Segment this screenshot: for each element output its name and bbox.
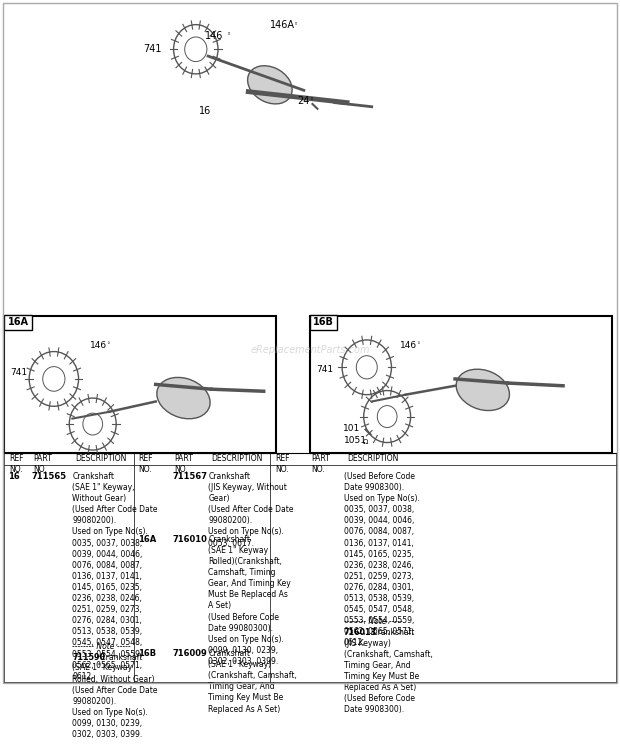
Text: 101: 101 xyxy=(343,424,361,433)
Text: Crankshaft: Crankshaft xyxy=(370,628,414,637)
Text: -------- Note -----: -------- Note ----- xyxy=(73,641,131,650)
Text: DESCRIPTION: DESCRIPTION xyxy=(347,454,399,464)
Text: eReplacementParts.com: eReplacementParts.com xyxy=(250,345,370,355)
Text: Crankshaft
(SAE 1" Keyway
Rolled)(Crankshaft,
Camshaft, Timing
Gear, And Timing : Crankshaft (SAE 1" Keyway Rolled)(Cranks… xyxy=(208,535,291,666)
Text: ◦: ◦ xyxy=(416,341,420,347)
Text: 146A: 146A xyxy=(270,20,294,31)
Text: 711567: 711567 xyxy=(173,472,208,481)
Text: ◦: ◦ xyxy=(106,341,110,347)
Bar xyxy=(310,316,613,453)
Text: Ω: Ω xyxy=(363,439,368,445)
Text: 741: 741 xyxy=(316,365,334,373)
Text: 716010: 716010 xyxy=(173,535,208,544)
Text: ◦: ◦ xyxy=(310,96,314,102)
Text: 711565: 711565 xyxy=(31,472,66,481)
Text: (JIS Keyway)
(Crankshaft, Camshaft,
Timing Gear, And
Timing Key Must Be
Replaced: (JIS Keyway) (Crankshaft, Camshaft, Timi… xyxy=(344,639,433,714)
Text: 146: 146 xyxy=(400,341,417,350)
Text: Crankshaft
(SAE 1" Keyway,
Without Gear)
(Used After Code Date
99080200).
Used o: Crankshaft (SAE 1" Keyway, Without Gear)… xyxy=(73,472,158,681)
Text: Crankshaft
(SAE 1" Keyway)
(Crankshaft, Camshaft,
Timing Gear, And
Timing Key Mu: Crankshaft (SAE 1" Keyway) (Crankshaft, … xyxy=(208,649,297,713)
Text: 16B: 16B xyxy=(138,649,156,658)
Ellipse shape xyxy=(247,65,292,104)
Bar xyxy=(4,316,276,453)
Text: 16A: 16A xyxy=(138,535,157,544)
Text: (SAE 1" Keyway
Rolled, Without Gear)
(Used After Code Date
99080200).
Used on Ty: (SAE 1" Keyway Rolled, Without Gear) (Us… xyxy=(73,664,158,739)
Text: 16B: 16B xyxy=(313,317,334,327)
Text: PART
NO.: PART NO. xyxy=(311,454,330,474)
Text: DESCRIPTION: DESCRIPTION xyxy=(76,454,127,464)
Text: 1051: 1051 xyxy=(344,436,367,445)
Bar xyxy=(4,315,32,330)
Text: 16: 16 xyxy=(199,106,211,116)
Text: REF
NO.: REF NO. xyxy=(9,454,24,474)
Text: 716013: 716013 xyxy=(344,628,377,637)
Text: REF
NO.: REF NO. xyxy=(275,454,290,474)
Bar xyxy=(310,315,337,330)
Text: 24: 24 xyxy=(298,95,310,106)
Text: Crankshaft
(JIS Keyway, Without
Gear)
(Used After Code Date
99080200).
Used on T: Crankshaft (JIS Keyway, Without Gear) (U… xyxy=(208,472,294,548)
Text: DESCRIPTION: DESCRIPTION xyxy=(211,454,263,464)
Text: 16A: 16A xyxy=(7,317,29,327)
Text: ◦: ◦ xyxy=(227,31,231,37)
Text: 711590: 711590 xyxy=(73,652,105,661)
Text: PART
NO.: PART NO. xyxy=(33,454,52,474)
Text: 146: 146 xyxy=(91,341,107,350)
Text: (Used Before Code
Date 9908300).
Used on Type No(s).
0035, 0037, 0038,
0039, 004: (Used Before Code Date 9908300). Used on… xyxy=(344,472,420,647)
Ellipse shape xyxy=(157,377,210,419)
Text: 741: 741 xyxy=(10,368,27,376)
Text: PART
NO.: PART NO. xyxy=(174,454,193,474)
Text: 146: 146 xyxy=(205,31,224,41)
Text: 741: 741 xyxy=(143,44,162,54)
Text: Crankshaft: Crankshaft xyxy=(99,652,143,661)
Text: ◦: ◦ xyxy=(294,21,298,27)
Text: -------- Note -----: -------- Note ----- xyxy=(344,617,402,626)
Text: 16: 16 xyxy=(7,472,19,481)
Text: REF
NO.: REF NO. xyxy=(138,454,153,474)
Ellipse shape xyxy=(456,369,510,411)
Text: 716009: 716009 xyxy=(173,649,208,658)
